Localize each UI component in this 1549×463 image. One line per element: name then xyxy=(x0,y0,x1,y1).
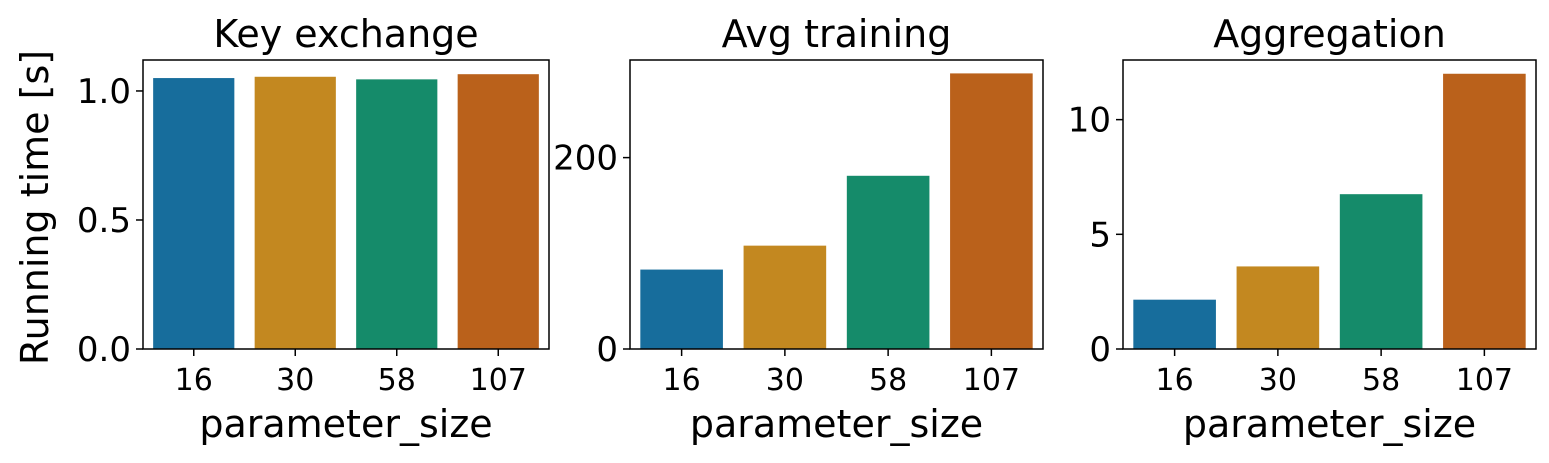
y-tick-label: 0.5 xyxy=(77,201,131,241)
bar-16 xyxy=(153,78,235,349)
chart-title: Avg training xyxy=(722,12,952,56)
bar-107 xyxy=(950,73,1033,350)
bar-58 xyxy=(356,79,438,350)
x-axis-label: parameter_size xyxy=(1183,402,1476,446)
chart-panel-1: 16 30 58 107 0.0 0.5 1.0 Key exchange parameter_… xyxy=(13,12,550,446)
y-tick-label: 5 xyxy=(1089,215,1111,255)
axes-frame xyxy=(1122,59,1537,350)
bar-30 xyxy=(254,76,336,349)
chart-title: Key exchange xyxy=(213,12,478,56)
y-tick-label: 0.0 xyxy=(77,330,131,370)
chart-panel-2: 16 30 58 107 0 200 Avg training parameter_size xyxy=(553,12,1044,446)
bar-30 xyxy=(743,245,827,349)
axes-frame xyxy=(629,59,1044,350)
x-axis-label: parameter_size xyxy=(199,402,492,446)
y-tick-label: 0 xyxy=(1089,330,1111,370)
y-tick-label: 0 xyxy=(596,330,618,370)
x-tick-label: 30 xyxy=(1259,363,1297,398)
x-tick-label: 16 xyxy=(175,363,213,398)
x-tick-label: 16 xyxy=(1156,363,1194,398)
x-tick-label: 58 xyxy=(1362,363,1400,398)
x-axis-label: parameter_size xyxy=(690,402,983,446)
x-tick-label: 58 xyxy=(378,363,416,398)
bar-58 xyxy=(1339,194,1423,349)
y-axis-label: Running time [s] xyxy=(13,50,57,365)
bar-16 xyxy=(640,269,723,349)
x-tick-label: 16 xyxy=(663,363,701,398)
x-tick-label: 30 xyxy=(766,363,804,398)
bar-16 xyxy=(1133,299,1216,349)
bar-30 xyxy=(1236,266,1320,349)
chart-title: Aggregation xyxy=(1213,12,1446,56)
x-tick-label: 58 xyxy=(869,363,907,398)
y-tick-label: 200 xyxy=(553,139,618,179)
y-tick-label: 1.0 xyxy=(77,72,131,112)
y-tick-label: 10 xyxy=(1068,101,1111,141)
bar-58 xyxy=(846,175,930,349)
axes-frame xyxy=(142,59,550,350)
x-tick-label: 107 xyxy=(1456,363,1513,398)
bar-107 xyxy=(457,74,539,350)
bar-107 xyxy=(1443,73,1526,349)
panels: 16 30 58 107 0.0 0.5 1.0 Key exchange parameter_… xyxy=(13,12,1537,446)
x-tick-label: 30 xyxy=(276,363,314,398)
chart-panel-3: 16 30 58 107 0 5 10 Aggregation parameter_size xyxy=(1068,12,1537,446)
x-tick-label: 107 xyxy=(963,363,1020,398)
x-tick-label: 107 xyxy=(470,363,527,398)
